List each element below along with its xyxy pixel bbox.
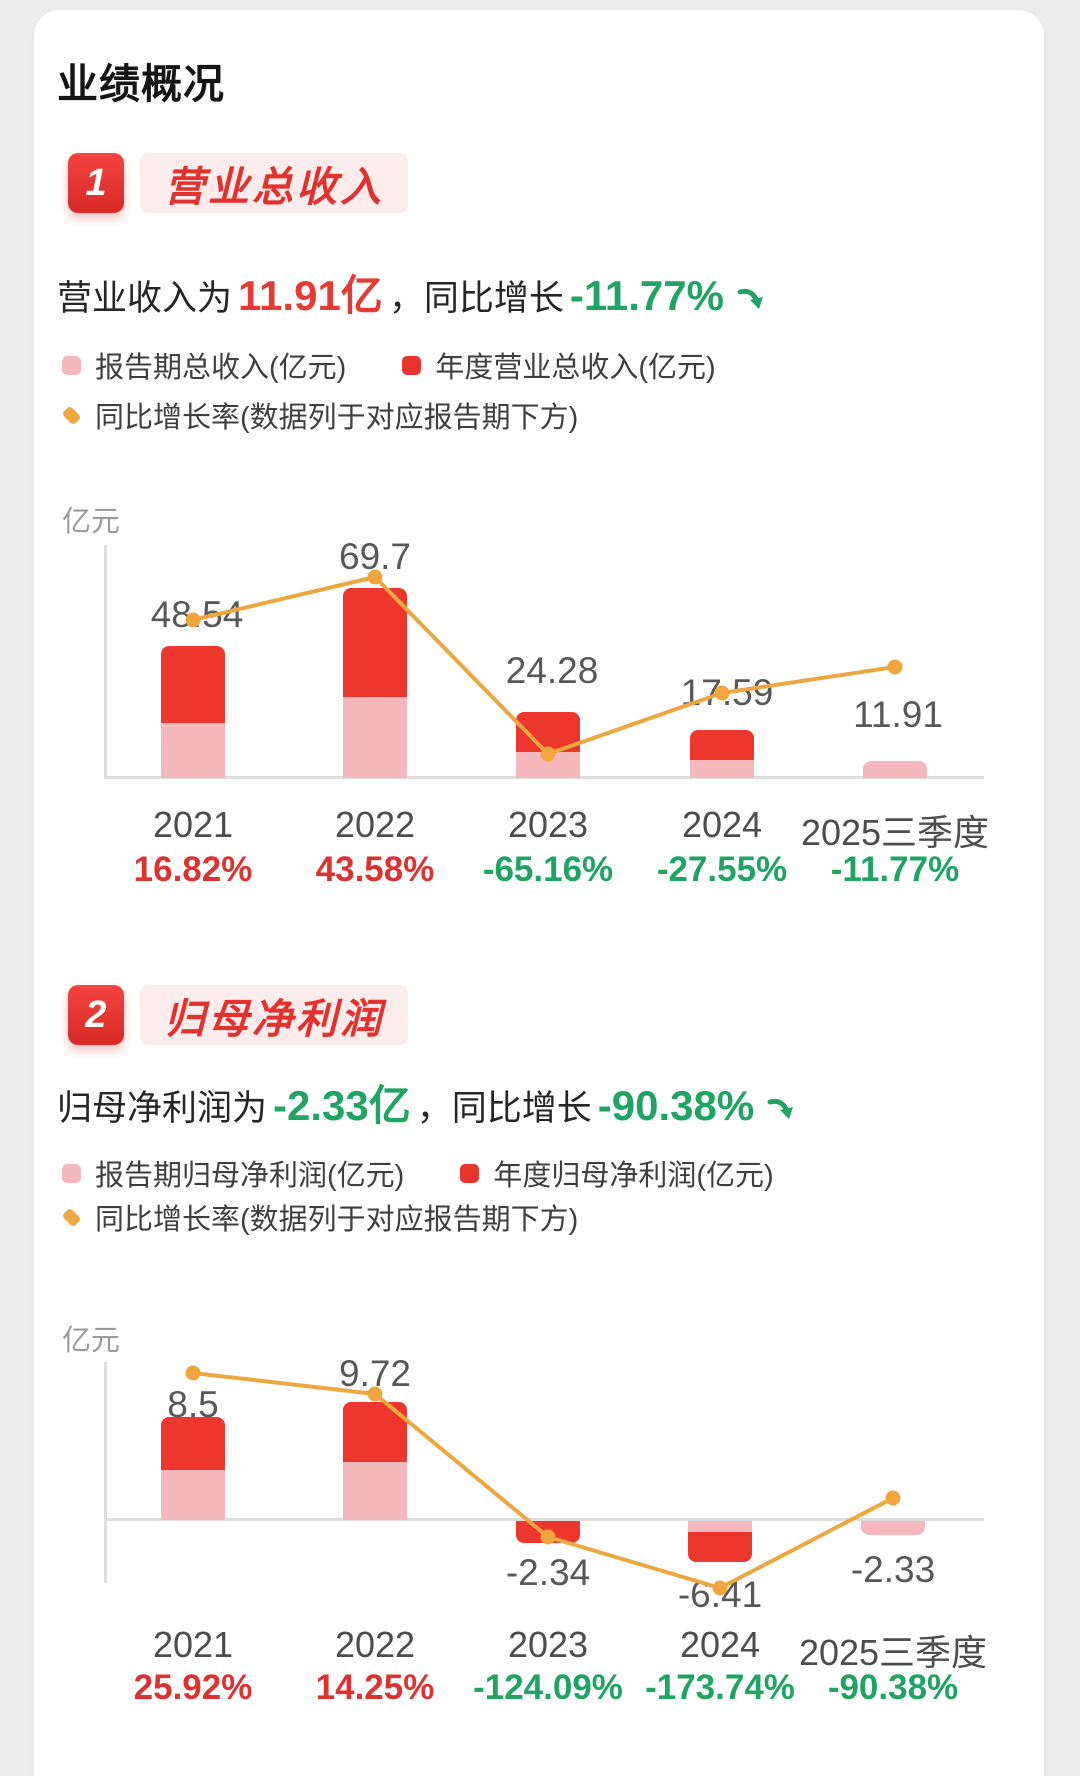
- summary1-value: 11.91亿: [238, 272, 383, 319]
- report-bar-segment: [690, 760, 754, 778]
- bar-value-label: -2.34: [505, 1552, 591, 1593]
- report-bar-segment: [343, 697, 407, 778]
- legend2-line-label: 同比增长率(数据列于对应报告期下方): [95, 1204, 579, 1236]
- year-label: 2022: [334, 804, 416, 845]
- chart2-y-axis: [104, 1362, 107, 1583]
- summary1-connector: ，同比增长: [388, 279, 564, 318]
- growth-rate-label: 25.92%: [133, 1668, 253, 1707]
- section2-badge-number: 2: [85, 993, 107, 1036]
- annual-bar-segment: [343, 1402, 407, 1462]
- section1-title: 营业总收入: [164, 164, 384, 210]
- bar-value-label: 24.28: [505, 650, 599, 691]
- section1-header: 1 营业总收入: [68, 153, 408, 213]
- legend1-annual-label: 年度营业总收入(亿元): [435, 352, 716, 384]
- report-bar-segment: [161, 723, 225, 778]
- section2-badge: 2: [68, 985, 124, 1045]
- year-label: 2025三季度: [800, 812, 990, 853]
- chart1-unit-label: 亿元: [62, 506, 121, 538]
- report-bar-segment: [343, 1462, 407, 1520]
- annual-bar-segment: [343, 588, 407, 697]
- pink-bar-legend-icon: [62, 1163, 81, 1183]
- section1-badge-number: 1: [85, 161, 107, 204]
- legend2-annual-label: 年度归母净利润(亿元): [493, 1160, 774, 1192]
- report-bar-segment: [861, 1521, 925, 1535]
- bar-value-label: -2.33: [850, 1549, 936, 1590]
- report-bar-segment: [863, 761, 927, 778]
- growth-rate-label: -65.16%: [482, 850, 614, 889]
- summary2-value: -2.33亿: [273, 1082, 411, 1129]
- orange-line-legend-icon: [61, 1207, 82, 1227]
- legend2-report-label: 报告期归母净利润(亿元): [95, 1160, 405, 1192]
- section1-badge: 1: [68, 153, 124, 213]
- growth-rate-label: 16.82%: [133, 850, 253, 889]
- section1-summary: 营业收入为 11.91亿 ，同比增长 -11.77%: [57, 262, 768, 323]
- report-bar-segment: [516, 752, 580, 778]
- growth-rate-label: 43.58%: [315, 850, 435, 889]
- section2-title-chip: 归母净利润: [140, 985, 408, 1045]
- year-label: 2023: [507, 1624, 589, 1665]
- down-trend-arrow-icon: [766, 1092, 798, 1129]
- section1-legend-bars: 报告期总收入(亿元) 年度营业总收入(亿元): [62, 344, 772, 386]
- orange-line-legend-icon: [61, 405, 82, 425]
- section2-title: 归母净利润: [164, 996, 384, 1042]
- growth-rate-label: -27.55%: [656, 850, 788, 889]
- red-bar-legend-icon: [460, 1163, 480, 1183]
- bar-value-label: 9.72: [338, 1353, 412, 1394]
- summary2-growth: -90.38%: [597, 1082, 755, 1129]
- summary2-prefix: 归母净利润为: [57, 1089, 268, 1128]
- growth-rate-label: 14.25%: [315, 1668, 435, 1707]
- annual-bar-segment: [688, 1532, 752, 1562]
- section2-legend-line: 同比增长率(数据列于对应报告期下方): [61, 1196, 634, 1238]
- section1-legend-line: 同比增长率(数据列于对应报告期下方): [61, 394, 634, 436]
- report-bar-segment: [688, 1521, 752, 1532]
- bar-value-label: 8.5: [167, 1384, 219, 1425]
- year-label: 2025三季度: [798, 1632, 988, 1673]
- annual-bar-segment: [516, 1521, 580, 1543]
- section2-header: 2 归母净利润: [68, 985, 408, 1045]
- year-label: 2024: [679, 1624, 761, 1665]
- bar-value-label: 17.59: [680, 672, 774, 713]
- legend1-report-label: 报告期总收入(亿元): [95, 352, 347, 384]
- chart1-y-axis: [104, 545, 107, 778]
- growth-rate-label: -173.74%: [645, 1668, 795, 1707]
- annual-bar-segment: [161, 646, 225, 723]
- bar-value-label: -6.41: [677, 1574, 763, 1615]
- year-label: 2024: [681, 804, 763, 845]
- year-label: 2023: [507, 804, 589, 845]
- legend1-line-label: 同比增长率(数据列于对应报告期下方): [95, 402, 579, 434]
- bar-value-label: 11.91: [853, 694, 943, 735]
- bar-value-label: 48.54: [150, 594, 244, 635]
- annual-bar-segment: [516, 712, 580, 752]
- summary1-prefix: 营业收入为: [57, 279, 233, 318]
- year-label: 2021: [152, 1624, 234, 1665]
- year-label: 2021: [152, 804, 234, 845]
- bar-value-label: 69.7: [338, 536, 412, 577]
- year-label: 2022: [334, 1624, 416, 1665]
- chart2-unit-label: 亿元: [62, 1325, 121, 1357]
- report-bar-segment: [161, 1470, 225, 1520]
- summary1-growth: -11.77%: [569, 272, 724, 319]
- annual-bar-segment: [690, 730, 754, 760]
- growth-rate-label: -90.38%: [827, 1668, 959, 1707]
- red-bar-legend-icon: [402, 355, 422, 375]
- section2-summary: 归母净利润为 -2.33亿 ，同比增长 -90.38%: [57, 1072, 798, 1133]
- summary2-connector: ，同比增长: [416, 1089, 592, 1128]
- pink-bar-legend-icon: [62, 355, 81, 375]
- page-title: 业绩概况: [57, 61, 225, 107]
- growth-rate-label: -11.77%: [830, 850, 960, 889]
- section2-legend-bars: 报告期归母净利润(亿元) 年度归母净利润(亿元): [62, 1152, 830, 1194]
- down-trend-arrow-icon: [736, 282, 768, 319]
- section1-title-chip: 营业总收入: [140, 153, 408, 213]
- growth-rate-label: -124.09%: [473, 1668, 623, 1707]
